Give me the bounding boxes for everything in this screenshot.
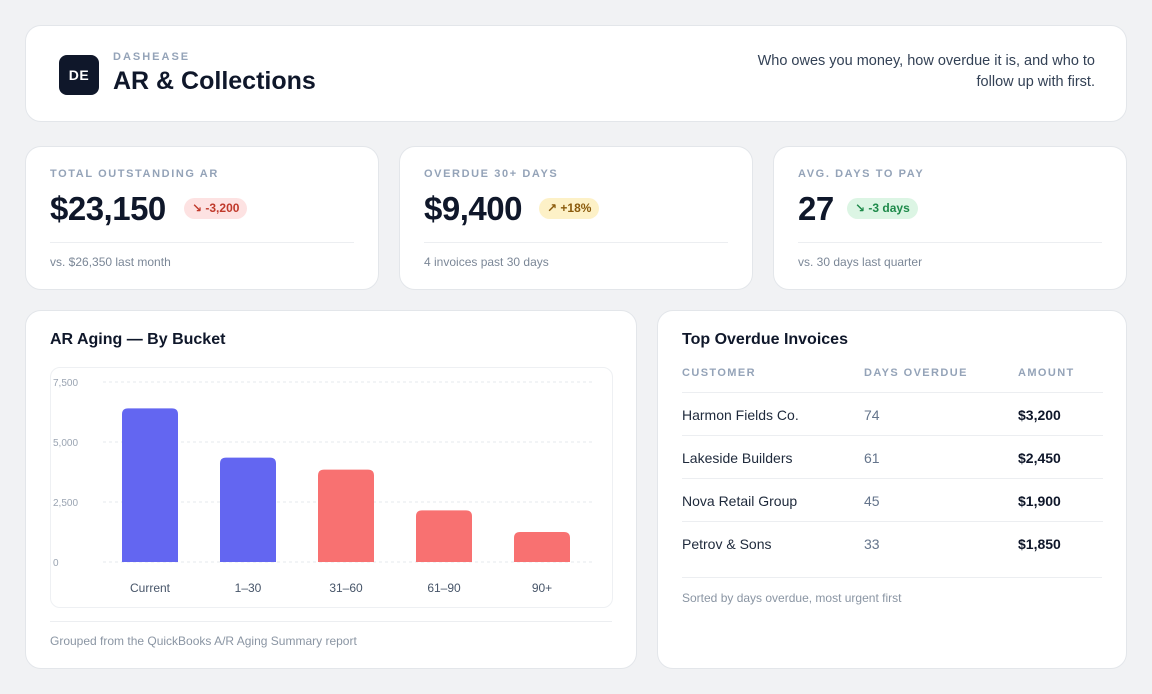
kpi-delta-badge: ↘ -3 days xyxy=(847,198,918,219)
table-row[interactable]: Petrov & Sons 33 $1,850 xyxy=(682,521,1103,564)
chart-footnote: Grouped from the QuickBooks A/R Aging Su… xyxy=(50,634,357,648)
x-tick-label: 31–60 xyxy=(329,581,363,595)
days-overdue: 33 xyxy=(864,536,880,552)
chart-title: AR Aging — By Bucket xyxy=(50,331,226,348)
customer-name: Harmon Fields Co. xyxy=(682,407,799,423)
kpi-value: $23,150 xyxy=(50,190,166,227)
column-header-customer: CUSTOMER xyxy=(682,367,756,379)
invoice-amount: $3,200 xyxy=(1018,407,1061,423)
top-overdue-card: Top Overdue Invoices CUSTOMER DAYS OVERD… xyxy=(657,310,1127,669)
invoice-amount: $1,850 xyxy=(1018,536,1061,552)
kpi-card-total-outstanding: TOTAL OUTSTANDING AR $23,150 ↘ -3,200 vs… xyxy=(25,146,379,290)
divider xyxy=(682,577,1102,578)
ar-aging-bar-chart: 0 2,500 5,000 7,500 Current 1–30 31–60 61–90 90+ xyxy=(53,378,593,595)
days-overdue: 61 xyxy=(864,450,880,466)
logo: DE xyxy=(59,55,99,95)
kpi-footnote: vs. $26,350 last month xyxy=(50,255,171,269)
divider xyxy=(424,242,728,243)
table-row[interactable]: Lakeside Builders 61 $2,450 xyxy=(682,435,1103,478)
x-tick-label: 1–30 xyxy=(235,581,262,595)
kpi-value: $9,400 xyxy=(424,190,522,227)
chart-area: 0 2,500 5,000 7,500 Current 1–30 31–60 61–90 90+ xyxy=(50,367,613,608)
kpi-label: OVERDUE 30+ DAYS xyxy=(424,168,559,180)
invoice-amount: $2,450 xyxy=(1018,450,1061,466)
kpi-label: TOTAL OUTSTANDING AR xyxy=(50,168,219,180)
customer-name: Lakeside Builders xyxy=(682,450,793,466)
page-tagline: Who owes you money, how overdue it is, a… xyxy=(757,53,1095,90)
y-tick-label: 7,500 xyxy=(53,378,78,389)
x-tick-label: 90+ xyxy=(532,581,552,595)
column-header-days-overdue: DAYS OVERDUE xyxy=(864,367,968,379)
customer-name: Nova Retail Group xyxy=(682,493,798,509)
ar-aging-card: AR Aging — By Bucket 0 2,500 5,000 7,500 Cur… xyxy=(25,310,637,669)
page-title: AR & Collections xyxy=(113,67,316,95)
table-footnote: Sorted by days overdue, most urgent firs… xyxy=(682,591,902,605)
days-overdue: 74 xyxy=(864,407,880,423)
kpi-card-overdue-30: OVERDUE 30+ DAYS $9,400 ↗ +18% 4 invoice… xyxy=(399,146,753,290)
kpi-card-avg-days-to-pay: AVG. DAYS TO PAY 27 ↘ -3 days vs. 30 day… xyxy=(773,146,1127,290)
bar xyxy=(514,532,570,562)
x-tick-label: Current xyxy=(130,581,171,595)
table-title: Top Overdue Invoices xyxy=(682,331,848,348)
invoice-amount: $1,900 xyxy=(1018,493,1061,509)
divider xyxy=(798,242,1102,243)
y-tick-label: 0 xyxy=(53,558,59,569)
brand-name: DASHEASE xyxy=(113,51,191,63)
y-tick-label: 2,500 xyxy=(53,498,78,509)
customer-name: Petrov & Sons xyxy=(682,536,772,552)
x-tick-label: 61–90 xyxy=(427,581,461,595)
kpi-footnote: 4 invoices past 30 days xyxy=(424,255,549,269)
divider xyxy=(50,621,612,622)
table-row[interactable]: Nova Retail Group 45 $1,900 xyxy=(682,478,1103,521)
header-card: DE DASHEASE AR & Collections Who owes yo… xyxy=(25,25,1127,122)
bar xyxy=(220,457,276,562)
kpi-delta-badge: ↘ -3,200 xyxy=(184,198,248,219)
bar xyxy=(122,408,178,562)
days-overdue: 45 xyxy=(864,493,880,509)
table-row[interactable]: Harmon Fields Co. 74 $3,200 xyxy=(682,392,1103,435)
kpi-delta-badge: ↗ +18% xyxy=(539,198,600,219)
y-tick-label: 5,000 xyxy=(53,438,78,449)
bar xyxy=(318,469,374,562)
kpi-label: AVG. DAYS TO PAY xyxy=(798,168,925,180)
bar xyxy=(416,510,472,562)
divider xyxy=(50,242,354,243)
kpi-value: 27 xyxy=(798,190,834,227)
column-header-amount: AMOUNT xyxy=(1018,367,1075,379)
kpi-footnote: vs. 30 days last quarter xyxy=(798,255,923,269)
